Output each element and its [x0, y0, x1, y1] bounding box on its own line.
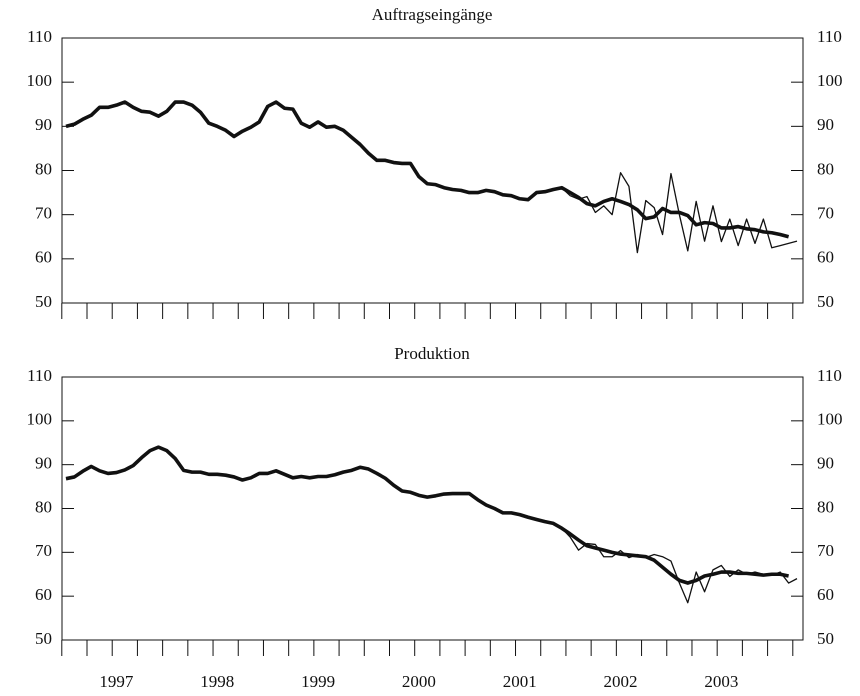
- x-tick-label: 1997: [99, 672, 134, 691]
- chart-title: Produktion: [394, 344, 470, 363]
- y-tick-label: 80: [817, 497, 834, 516]
- x-tick-label: 2003: [704, 672, 738, 691]
- x-tick-label: 2002: [604, 672, 638, 691]
- y-tick-label: 90: [35, 454, 52, 473]
- y-tick-label: 110: [817, 366, 842, 385]
- x-tick-label: 2001: [503, 672, 537, 691]
- x-tick-label: 1999: [301, 672, 335, 691]
- y-tick-label: 60: [35, 248, 52, 267]
- chart-title: Auftragseingänge: [372, 5, 493, 24]
- y-tick-label: 80: [35, 159, 52, 178]
- y-tick-label: 70: [35, 204, 52, 223]
- plot-frame: [61, 376, 804, 641]
- y-tick-label: 100: [817, 410, 843, 429]
- y-tick-label: 110: [817, 27, 842, 46]
- y-tick-label: 90: [35, 115, 52, 134]
- y-tick-label: 60: [817, 585, 834, 604]
- y-tick-label: 110: [27, 27, 52, 46]
- y-tick-label: 50: [817, 629, 834, 648]
- y-tick-label: 100: [27, 410, 53, 429]
- plot-frame: [61, 37, 804, 304]
- y-tick-label: 50: [35, 292, 52, 311]
- y-tick-label: 70: [817, 541, 834, 560]
- y-tick-label: 80: [35, 497, 52, 516]
- y-tick-label: 60: [817, 248, 834, 267]
- y-tick-label: 100: [27, 71, 53, 90]
- data-line: [65, 101, 798, 254]
- y-tick-label: 110: [27, 366, 52, 385]
- y-tick-label: 100: [817, 71, 843, 90]
- data-line: [65, 446, 798, 604]
- y-tick-label: 70: [35, 541, 52, 560]
- y-tick-label: 50: [817, 292, 834, 311]
- x-tick-label: 2000: [402, 672, 436, 691]
- data-line: [65, 445, 789, 585]
- data-line: [65, 100, 790, 239]
- y-tick-label: 50: [35, 629, 52, 648]
- y-tick-label: 90: [817, 115, 834, 134]
- y-tick-label: 80: [817, 159, 834, 178]
- y-tick-label: 60: [35, 585, 52, 604]
- y-tick-label: 90: [817, 454, 834, 473]
- y-tick-label: 70: [817, 204, 834, 223]
- x-tick-label: 1998: [200, 672, 234, 691]
